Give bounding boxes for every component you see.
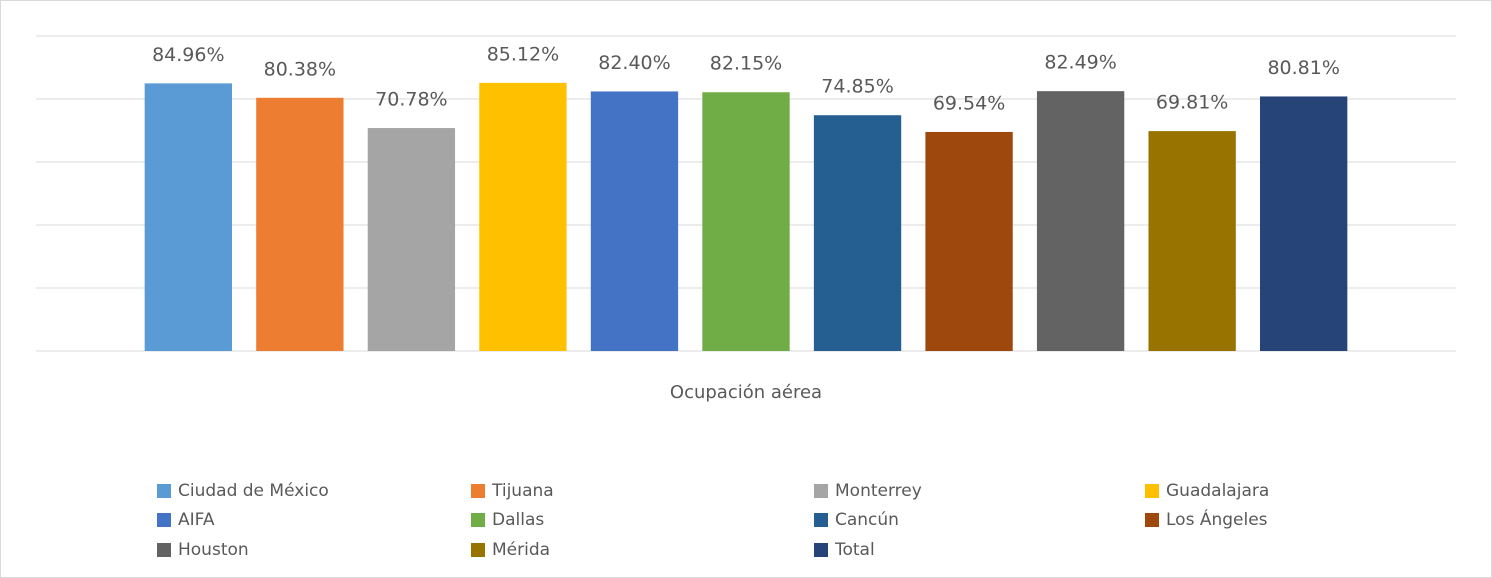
legend-label: Tijuana bbox=[491, 481, 554, 501]
bar bbox=[479, 82, 567, 351]
legend-swatch bbox=[814, 513, 828, 527]
bar bbox=[590, 91, 679, 351]
data-label: 82.15% bbox=[710, 53, 782, 75]
bar bbox=[1148, 131, 1236, 351]
legend-swatch bbox=[471, 513, 485, 527]
legend-label: Monterrey bbox=[835, 481, 922, 501]
bar bbox=[813, 115, 902, 351]
legend-label: Total bbox=[834, 540, 875, 560]
legend-label: Guadalajara bbox=[1166, 481, 1269, 501]
legend-swatch bbox=[1145, 484, 1159, 498]
legend-swatch bbox=[157, 543, 171, 557]
bar bbox=[1036, 91, 1125, 352]
data-label: 69.54% bbox=[933, 92, 1005, 114]
legend-label: AIFA bbox=[178, 510, 215, 530]
data-label: 85.12% bbox=[487, 43, 559, 65]
bar bbox=[925, 131, 1013, 351]
bar bbox=[256, 97, 344, 351]
data-label: 74.85% bbox=[821, 76, 893, 98]
data-label: 82.40% bbox=[598, 52, 670, 74]
legend-label: Mérida bbox=[492, 540, 550, 560]
legend-label: Cancún bbox=[835, 510, 899, 530]
legend-label: Houston bbox=[178, 540, 249, 560]
bar bbox=[367, 128, 456, 351]
legend-label: Los Ángeles bbox=[1166, 508, 1268, 530]
legend-swatch bbox=[814, 484, 828, 498]
legend-swatch bbox=[157, 484, 171, 498]
bar bbox=[1260, 96, 1348, 351]
x-axis-label: Ocupación aérea bbox=[670, 382, 822, 403]
data-label: 69.81% bbox=[1156, 92, 1228, 114]
data-label: 80.38% bbox=[264, 58, 336, 80]
legend-label: Dallas bbox=[492, 510, 544, 530]
data-label: 82.49% bbox=[1044, 52, 1116, 74]
legend-label: Ciudad de México bbox=[178, 481, 329, 501]
legend-swatch bbox=[1145, 513, 1159, 527]
data-label: 84.96% bbox=[152, 44, 224, 66]
legend-swatch bbox=[471, 543, 485, 557]
legend-swatch bbox=[814, 543, 828, 557]
legend-swatch bbox=[157, 513, 171, 527]
data-label: 70.78% bbox=[375, 89, 447, 111]
data-label: 80.81% bbox=[1267, 57, 1339, 79]
legend-swatch bbox=[471, 484, 485, 498]
bar bbox=[144, 83, 232, 351]
bar bbox=[702, 92, 790, 351]
